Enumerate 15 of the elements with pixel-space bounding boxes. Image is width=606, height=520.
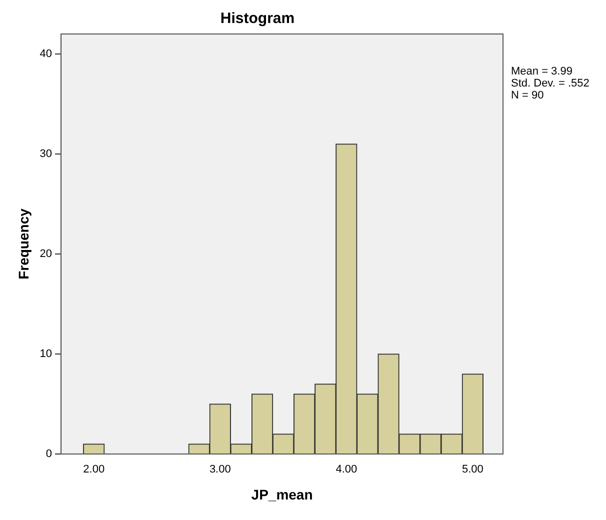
x-tick-label: 2.00	[83, 464, 105, 476]
y-tick-label: 20	[40, 248, 52, 260]
text: Std. Dev. = .552	[511, 78, 590, 90]
text: N = 90	[511, 90, 544, 102]
x-tick-label: 3.00	[209, 464, 231, 476]
x-tick-label: 4.00	[336, 464, 358, 476]
y-tick-label: 40	[40, 48, 52, 60]
chart-title: Histogram	[220, 10, 295, 28]
text: Mean = 3.99	[511, 66, 572, 78]
x-axis-title: JP_mean	[251, 486, 313, 502]
y-axis-title: Frequency	[15, 208, 32, 280]
x-tick-label: 5.00	[462, 464, 484, 476]
y-tick-label: 10	[40, 348, 52, 360]
y-tick-label: 30	[40, 148, 52, 160]
y-tick-label: 0	[46, 448, 52, 460]
